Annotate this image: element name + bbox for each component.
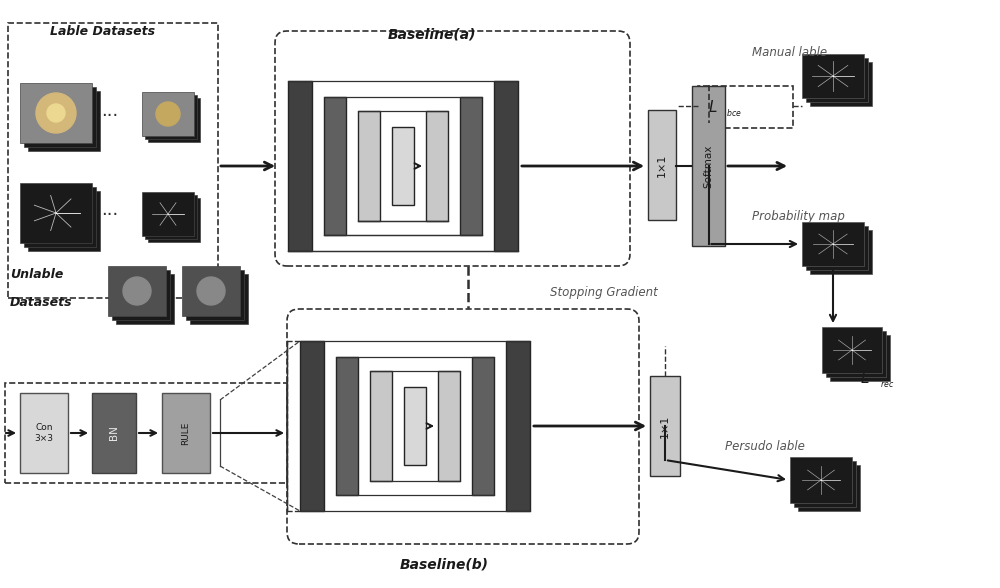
FancyBboxPatch shape: [190, 274, 248, 324]
FancyBboxPatch shape: [426, 111, 448, 221]
Text: Datasets: Datasets: [10, 296, 73, 309]
FancyBboxPatch shape: [324, 97, 346, 235]
FancyBboxPatch shape: [148, 198, 200, 242]
FancyBboxPatch shape: [822, 327, 882, 373]
Text: Unlable: Unlable: [10, 268, 63, 281]
FancyBboxPatch shape: [28, 91, 100, 151]
FancyBboxPatch shape: [145, 95, 197, 139]
FancyBboxPatch shape: [20, 393, 68, 473]
Text: Con
3×3: Con 3×3: [34, 423, 54, 443]
FancyBboxPatch shape: [300, 341, 324, 511]
FancyBboxPatch shape: [810, 230, 872, 274]
Text: $L$: $L$: [708, 99, 718, 115]
Circle shape: [47, 104, 65, 122]
FancyBboxPatch shape: [148, 98, 200, 142]
FancyBboxPatch shape: [20, 83, 92, 143]
FancyBboxPatch shape: [186, 270, 244, 320]
FancyBboxPatch shape: [648, 110, 676, 220]
FancyBboxPatch shape: [806, 226, 868, 270]
Text: $L$: $L$: [860, 370, 870, 386]
FancyBboxPatch shape: [142, 192, 194, 236]
Text: Probability map: Probability map: [752, 210, 845, 223]
FancyBboxPatch shape: [802, 54, 864, 98]
FancyBboxPatch shape: [798, 465, 860, 511]
FancyBboxPatch shape: [28, 191, 100, 251]
Text: Manual lable: Manual lable: [752, 46, 827, 59]
FancyBboxPatch shape: [20, 183, 92, 243]
Text: Persudo lable: Persudo lable: [725, 440, 805, 453]
FancyBboxPatch shape: [162, 393, 210, 473]
FancyBboxPatch shape: [24, 87, 96, 147]
FancyBboxPatch shape: [336, 357, 358, 495]
FancyBboxPatch shape: [182, 266, 240, 316]
FancyBboxPatch shape: [288, 81, 312, 251]
FancyBboxPatch shape: [358, 111, 380, 221]
FancyBboxPatch shape: [494, 81, 518, 251]
FancyBboxPatch shape: [92, 393, 136, 473]
FancyBboxPatch shape: [650, 376, 680, 476]
Text: Stopping Gradient: Stopping Gradient: [550, 286, 658, 299]
FancyBboxPatch shape: [472, 357, 494, 495]
Text: BN: BN: [109, 426, 119, 440]
FancyBboxPatch shape: [806, 58, 868, 102]
Circle shape: [36, 93, 76, 133]
FancyBboxPatch shape: [142, 92, 194, 136]
FancyBboxPatch shape: [460, 97, 482, 235]
Text: Baseline(b): Baseline(b): [400, 557, 489, 571]
FancyBboxPatch shape: [24, 187, 96, 247]
Text: ...: ...: [101, 201, 119, 219]
Circle shape: [123, 277, 151, 305]
FancyBboxPatch shape: [506, 341, 530, 511]
Text: $_{bce}$: $_{bce}$: [726, 108, 742, 120]
Text: 1×1: 1×1: [660, 415, 670, 437]
FancyBboxPatch shape: [794, 461, 856, 507]
FancyBboxPatch shape: [116, 274, 174, 324]
Text: $_{rec}$: $_{rec}$: [880, 380, 894, 390]
FancyBboxPatch shape: [790, 457, 852, 503]
Circle shape: [156, 102, 180, 126]
FancyBboxPatch shape: [438, 371, 460, 481]
FancyBboxPatch shape: [830, 335, 890, 381]
Text: 1×1: 1×1: [657, 153, 667, 176]
Text: RULE: RULE: [182, 422, 190, 445]
FancyBboxPatch shape: [145, 195, 197, 239]
FancyBboxPatch shape: [692, 86, 725, 246]
FancyBboxPatch shape: [112, 270, 170, 320]
FancyBboxPatch shape: [404, 387, 426, 465]
Circle shape: [197, 277, 225, 305]
FancyBboxPatch shape: [802, 222, 864, 266]
FancyBboxPatch shape: [370, 371, 392, 481]
Text: Softmax: Softmax: [704, 144, 714, 188]
Text: Lable Datasets: Lable Datasets: [50, 25, 155, 38]
FancyBboxPatch shape: [108, 266, 166, 316]
FancyBboxPatch shape: [810, 62, 872, 106]
Text: Baseline(a): Baseline(a): [388, 27, 477, 41]
FancyBboxPatch shape: [826, 331, 886, 377]
Text: ...: ...: [101, 102, 119, 120]
FancyBboxPatch shape: [392, 127, 414, 205]
